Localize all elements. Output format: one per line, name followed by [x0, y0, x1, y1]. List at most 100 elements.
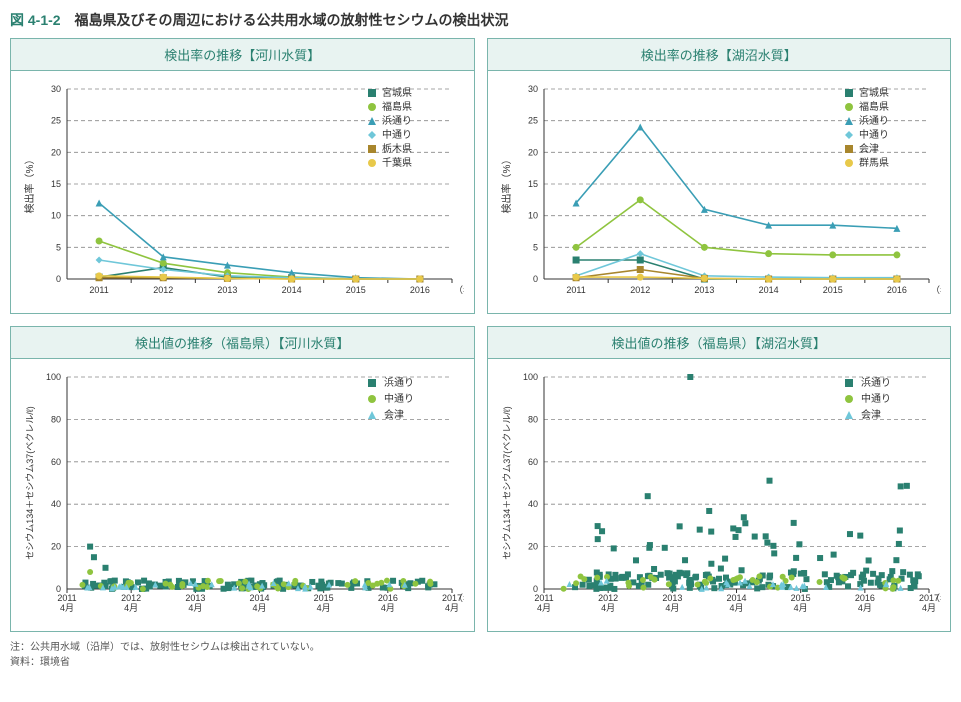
svg-text:2011: 2011	[534, 593, 553, 603]
chart-a-svg: 051015202530201120122013201420152016（年度）…	[19, 79, 464, 309]
svg-text:2015: 2015	[314, 593, 334, 603]
svg-text:4月: 4月	[729, 603, 743, 613]
svg-text:2013: 2013	[185, 593, 205, 603]
svg-text:2014: 2014	[758, 285, 778, 295]
svg-text:60: 60	[527, 457, 537, 467]
svg-text:4月: 4月	[381, 603, 395, 613]
chart-grid: 検出率の推移【河川水質】 051015202530201120122013201…	[10, 38, 951, 632]
svg-text:中通り: 中通り	[859, 128, 889, 141]
svg-text:100: 100	[46, 372, 61, 382]
svg-text:80: 80	[527, 414, 537, 424]
panel-a: 検出率の推移【河川水質】 051015202530201120122013201…	[10, 38, 475, 314]
svg-text:10: 10	[527, 211, 537, 221]
svg-text:0: 0	[56, 274, 61, 284]
svg-text:2015: 2015	[346, 285, 366, 295]
svg-text:2012: 2012	[598, 593, 618, 603]
svg-text:4月: 4月	[601, 603, 615, 613]
svg-text:会津: 会津	[861, 408, 881, 421]
svg-text:5: 5	[56, 242, 61, 252]
svg-text:（年度）: （年度）	[454, 284, 464, 295]
svg-text:4月: 4月	[857, 603, 871, 613]
figure-title: 図 4-1-2 福島県及びその周辺における公共用水域の放射性セシウムの検出状況	[10, 10, 951, 30]
panel-c: 検出値の推移（福島県）【河川水質】 02040608010020114月2012…	[10, 326, 475, 632]
figure-number: 図 4-1-2	[10, 12, 61, 28]
svg-text:4月: 4月	[536, 603, 550, 613]
panel-c-title: 検出値の推移（福島県）【河川水質】	[11, 327, 474, 359]
svg-text:40: 40	[527, 499, 537, 509]
panel-b-title: 検出率の推移【湖沼水質】	[488, 39, 951, 71]
svg-text:2016: 2016	[854, 593, 874, 603]
svg-text:中通り: 中通り	[384, 392, 414, 405]
svg-text:80: 80	[51, 414, 61, 424]
svg-text:福島県: 福島県	[382, 100, 412, 113]
panel-b: 検出率の推移【湖沼水質】 051015202530201120122013201…	[487, 38, 952, 314]
svg-text:（年度）: （年度）	[931, 284, 941, 295]
svg-text:栃木県: 栃木県	[382, 142, 412, 155]
svg-text:会津: 会津	[859, 142, 879, 155]
svg-text:5: 5	[532, 242, 537, 252]
svg-text:会津: 会津	[384, 408, 404, 421]
svg-text:4月: 4月	[188, 603, 202, 613]
svg-text:2013: 2013	[217, 285, 237, 295]
svg-text:60: 60	[51, 457, 61, 467]
chart-d-svg: 02040608010020114月20124月20134月20144月2015…	[496, 367, 941, 627]
svg-text:検出率（%）: 検出率（%）	[23, 155, 36, 214]
panel-d: 検出値の推移（福島県）【湖沼水質】 02040608010020114月2012…	[487, 326, 952, 632]
svg-text:2012: 2012	[630, 285, 650, 295]
svg-text:4月: 4月	[445, 603, 459, 613]
svg-text:2012: 2012	[153, 285, 173, 295]
svg-text:2013: 2013	[662, 593, 682, 603]
svg-text:（年）: （年）	[931, 592, 941, 603]
svg-text:100: 100	[522, 372, 537, 382]
svg-text:2016: 2016	[886, 285, 906, 295]
svg-text:セシウム134＋セシウム37(ベクレル/ℓ): セシウム134＋セシウム37(ベクレル/ℓ)	[502, 406, 512, 559]
footnote-line-1: 注：公共用水域（沿岸）では、放射性セシウムは検出されていない。	[10, 640, 951, 655]
footnote-line-2: 資料：環境省	[10, 655, 951, 670]
svg-text:4月: 4月	[317, 603, 331, 613]
svg-text:宮城県: 宮城県	[382, 86, 412, 99]
svg-text:セシウム134＋セシウム37(ベクレル/ℓ): セシウム134＋セシウム37(ベクレル/ℓ)	[25, 406, 35, 559]
svg-text:千葉県: 千葉県	[382, 156, 412, 169]
panel-a-title: 検出率の推移【河川水質】	[11, 39, 474, 71]
svg-text:4月: 4月	[252, 603, 266, 613]
svg-text:15: 15	[527, 179, 537, 189]
chart-c-svg: 02040608010020114月20124月20134月20144月2015…	[19, 367, 464, 627]
svg-text:25: 25	[527, 116, 537, 126]
svg-text:中通り: 中通り	[382, 128, 412, 141]
svg-text:中通り: 中通り	[861, 392, 891, 405]
svg-text:群馬県: 群馬県	[859, 156, 889, 169]
svg-text:2015: 2015	[822, 285, 842, 295]
svg-text:宮城県: 宮城県	[859, 86, 889, 99]
chart-b-svg: 051015202530201120122013201420152016（年度）…	[496, 79, 941, 309]
panel-d-title: 検出値の推移（福島県）【湖沼水質】	[488, 327, 951, 359]
svg-text:検出率（%）: 検出率（%）	[500, 155, 513, 214]
svg-text:40: 40	[51, 499, 61, 509]
svg-text:2016: 2016	[378, 593, 398, 603]
svg-text:浜通り: 浜通り	[384, 377, 414, 389]
svg-text:30: 30	[51, 84, 61, 94]
svg-text:2016: 2016	[410, 285, 430, 295]
svg-text:浜通り: 浜通り	[861, 377, 891, 389]
svg-text:4月: 4月	[665, 603, 679, 613]
svg-text:福島県: 福島県	[859, 100, 889, 113]
svg-text:2011: 2011	[89, 285, 108, 295]
svg-text:浜通り: 浜通り	[382, 115, 412, 127]
svg-text:2014: 2014	[726, 593, 746, 603]
svg-text:2011: 2011	[57, 593, 76, 603]
svg-text:20: 20	[527, 542, 537, 552]
svg-text:（年）: （年）	[454, 592, 464, 603]
svg-text:4月: 4月	[921, 603, 935, 613]
svg-text:2015: 2015	[790, 593, 810, 603]
svg-text:2013: 2013	[694, 285, 714, 295]
svg-text:2011: 2011	[566, 285, 585, 295]
svg-text:30: 30	[527, 84, 537, 94]
svg-text:15: 15	[51, 179, 61, 189]
svg-text:4月: 4月	[793, 603, 807, 613]
footnote: 注：公共用水域（沿岸）では、放射性セシウムは検出されていない。 資料：環境省	[10, 640, 951, 670]
svg-text:2012: 2012	[121, 593, 141, 603]
svg-text:20: 20	[527, 147, 537, 157]
svg-text:10: 10	[51, 211, 61, 221]
svg-text:4月: 4月	[124, 603, 138, 613]
svg-text:2014: 2014	[282, 285, 302, 295]
svg-text:4月: 4月	[60, 603, 74, 613]
